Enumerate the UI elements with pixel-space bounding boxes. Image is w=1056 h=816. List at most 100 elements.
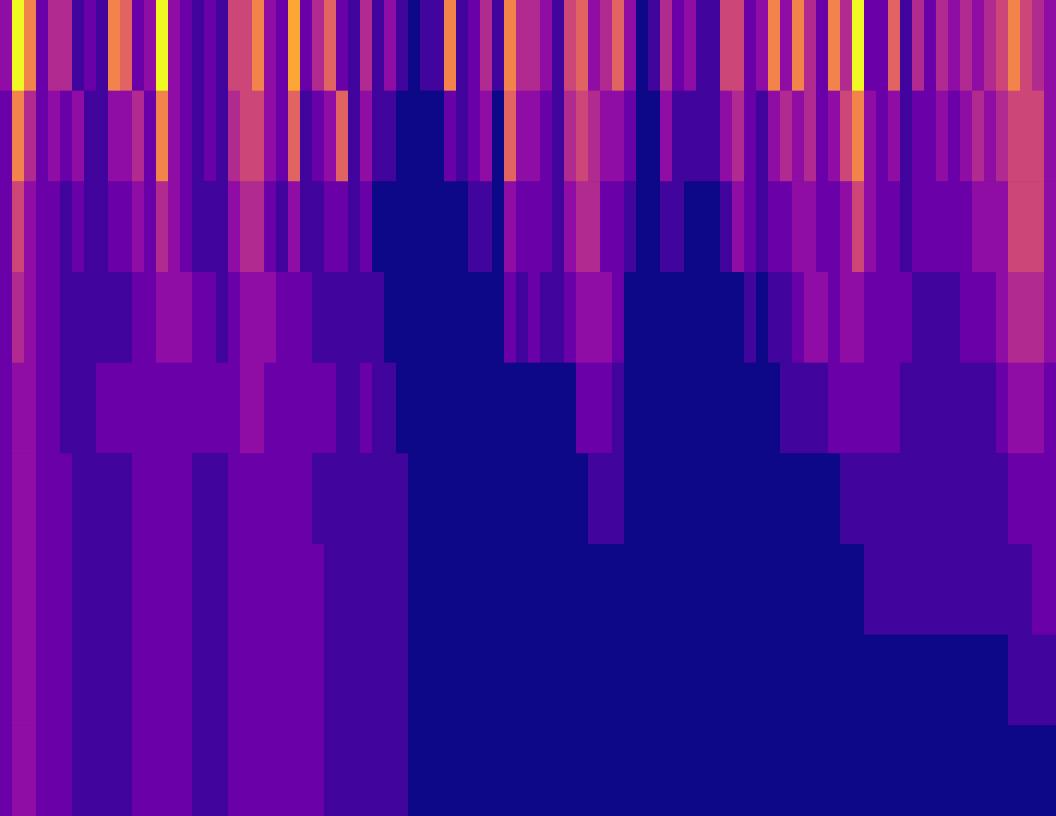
cell — [960, 363, 973, 454]
cell — [444, 181, 457, 272]
cell — [576, 0, 589, 91]
cell — [576, 453, 589, 544]
cell — [432, 635, 445, 726]
cell — [156, 272, 169, 363]
cell — [180, 544, 193, 635]
cell — [120, 91, 133, 182]
cell — [96, 0, 109, 91]
cell — [312, 453, 325, 544]
cell — [924, 91, 937, 182]
cell — [72, 0, 85, 91]
cell — [792, 0, 805, 91]
cell — [96, 181, 109, 272]
cell — [408, 544, 421, 635]
cell — [672, 725, 685, 816]
cell — [936, 272, 949, 363]
cell — [732, 363, 745, 454]
cell — [168, 0, 181, 91]
cell — [384, 453, 397, 544]
cell — [492, 272, 505, 363]
cell — [636, 0, 649, 91]
cell — [336, 453, 349, 544]
cell — [600, 635, 613, 726]
cell — [648, 181, 661, 272]
cell — [936, 363, 949, 454]
cell — [432, 91, 445, 182]
cell — [936, 91, 949, 182]
cell — [840, 363, 853, 454]
cell — [960, 453, 973, 544]
cell — [1020, 0, 1033, 91]
cell — [744, 181, 757, 272]
cell — [300, 0, 313, 91]
cell — [552, 181, 565, 272]
cell — [780, 363, 793, 454]
cell — [12, 91, 25, 182]
cell — [648, 544, 661, 635]
cell — [852, 91, 865, 182]
cell — [144, 544, 157, 635]
cell — [132, 272, 145, 363]
cell — [348, 0, 361, 91]
cell — [744, 453, 757, 544]
cell — [72, 544, 85, 635]
cell — [876, 725, 889, 816]
cell — [1044, 363, 1056, 454]
cell — [1020, 544, 1033, 635]
cell — [768, 453, 781, 544]
cell — [444, 635, 457, 726]
cell — [540, 181, 553, 272]
cell — [396, 91, 409, 182]
cell — [564, 544, 577, 635]
cell — [1008, 91, 1021, 182]
cell — [312, 0, 325, 91]
cell — [84, 725, 97, 816]
cell — [360, 363, 373, 454]
cell — [336, 91, 349, 182]
cell — [948, 91, 961, 182]
cell — [432, 272, 445, 363]
cell — [300, 91, 313, 182]
cell — [144, 363, 157, 454]
cell — [408, 363, 421, 454]
cell — [444, 363, 457, 454]
cell — [168, 272, 181, 363]
cell — [948, 635, 961, 726]
cell — [804, 635, 817, 726]
cell — [204, 453, 217, 544]
cell — [228, 0, 241, 91]
cell — [204, 0, 217, 91]
cell — [348, 91, 361, 182]
cell — [216, 635, 229, 726]
cell — [1044, 0, 1056, 91]
cell — [600, 91, 613, 182]
cell — [72, 725, 85, 816]
cell — [264, 272, 277, 363]
cell — [564, 272, 577, 363]
cell — [120, 0, 133, 91]
cell — [276, 453, 289, 544]
cell — [996, 181, 1009, 272]
cell — [312, 91, 325, 182]
cell — [60, 91, 73, 182]
cell — [612, 181, 625, 272]
cell — [804, 272, 817, 363]
cell — [720, 635, 733, 726]
cell — [924, 272, 937, 363]
cell — [864, 453, 877, 544]
cell — [708, 0, 721, 91]
cell — [948, 544, 961, 635]
cell — [1032, 725, 1045, 816]
cell — [540, 635, 553, 726]
cell — [720, 181, 733, 272]
cell — [216, 0, 229, 91]
cell — [1020, 635, 1033, 726]
cell — [672, 272, 685, 363]
cell — [132, 181, 145, 272]
cell — [900, 363, 913, 454]
cell — [504, 91, 517, 182]
cell — [864, 0, 877, 91]
cell — [924, 635, 937, 726]
cell — [156, 363, 169, 454]
cell — [528, 181, 541, 272]
